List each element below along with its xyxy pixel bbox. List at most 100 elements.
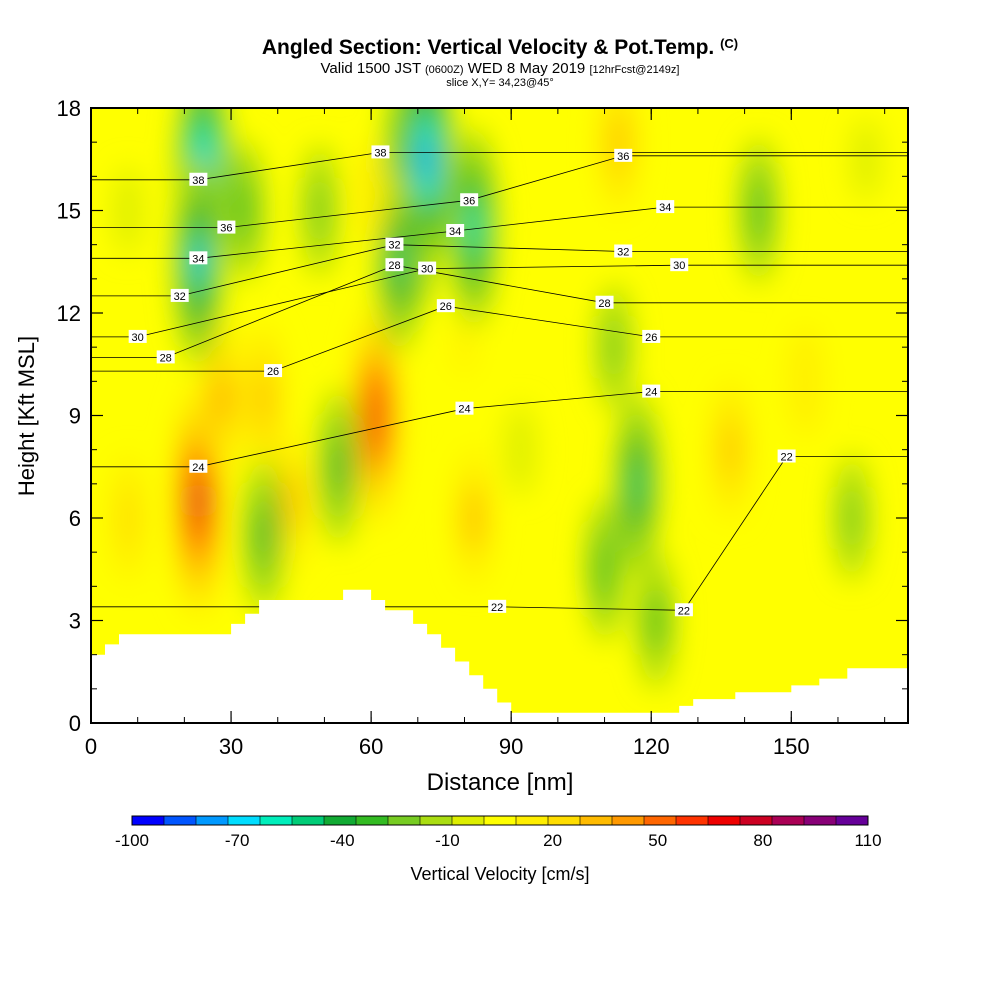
- contour-label: 32: [614, 244, 633, 259]
- colorbar-swatch: [196, 816, 229, 825]
- contour-label-box: [170, 288, 189, 302]
- contour-label: 22: [488, 599, 507, 614]
- y-tick-label: 0: [69, 711, 81, 736]
- velocity-core: [355, 142, 387, 245]
- isentrope-line: [91, 152, 908, 181]
- x-tick-label: 90: [499, 734, 523, 759]
- colorbar-swatch: [388, 816, 421, 825]
- velocity-core: [843, 486, 861, 550]
- contour-label-box: [670, 258, 689, 272]
- colorbar-tick-label: -100: [115, 831, 149, 850]
- velocity-core: [214, 371, 229, 426]
- y-tick-label: 18: [57, 96, 81, 121]
- velocity-core: [505, 403, 536, 496]
- contour-label: 28: [595, 295, 614, 310]
- contour-label-text: 26: [645, 332, 657, 344]
- contour-label-box: [642, 384, 661, 398]
- contour-label-text: 24: [192, 462, 204, 474]
- contour-label-box: [595, 295, 614, 309]
- velocity-core: [113, 166, 143, 255]
- contour-label: 36: [217, 220, 236, 235]
- y-tick-label: 3: [69, 609, 81, 634]
- contour-label-box: [189, 459, 208, 473]
- contour-label: 26: [264, 364, 283, 378]
- vertical-velocity-field: [91, 108, 908, 723]
- contour-label-box: [418, 261, 437, 275]
- colorbar-swatch: [132, 816, 165, 825]
- velocity-core: [646, 586, 666, 655]
- contour-label: 32: [170, 288, 189, 303]
- colorbar-swatch: [164, 816, 197, 825]
- contour-label: 22: [777, 449, 796, 464]
- x-tick-label: 60: [359, 734, 383, 759]
- y-tick-label: 15: [57, 199, 81, 224]
- velocity-core: [257, 373, 271, 424]
- colorbar-swatch: [644, 816, 677, 825]
- colorbar-swatch: [356, 816, 389, 825]
- contour-label-text: 32: [388, 240, 400, 252]
- contour-label-box: [385, 258, 404, 272]
- velocity-core: [257, 509, 271, 562]
- contour-label-text: 34: [449, 226, 461, 238]
- contour-label-text: 36: [220, 223, 232, 235]
- contour-label: 30: [418, 261, 437, 276]
- contour-label-text: 38: [192, 175, 204, 187]
- contour-label-box: [460, 193, 479, 207]
- velocity-core: [192, 484, 205, 518]
- velocity-core: [752, 186, 765, 235]
- colorbar-swatch: [676, 816, 709, 825]
- contour-label-text: 30: [421, 264, 433, 276]
- forecast-info: [12hrFcst@2149z]: [589, 64, 680, 76]
- contour-label-box: [436, 299, 455, 313]
- contour-label: 22: [674, 603, 693, 617]
- contour-label: 36: [460, 193, 479, 207]
- velocity-cores: [110, 108, 900, 689]
- contour-label-text: 34: [192, 253, 204, 265]
- velocity-core: [467, 207, 480, 248]
- contour-label-text: 36: [617, 151, 629, 163]
- potential-temperature-contours: 22 22 22 24 24 24 26 26 26 28 28 28 30 30 30 32 32 32 34 34…: [91, 145, 908, 617]
- contour-label-box: [385, 237, 404, 251]
- contour-label: 24: [642, 384, 661, 399]
- contour-label-text: 28: [598, 298, 610, 310]
- contour-label-text: 30: [673, 260, 685, 272]
- contour-label: 26: [642, 329, 661, 344]
- colorbar-tick-label: -10: [435, 831, 460, 850]
- colorbar-swatch: [804, 816, 837, 825]
- colorbar-swatch: [484, 816, 517, 825]
- velocity-core: [561, 198, 592, 291]
- colorbar-swatch: [452, 816, 485, 825]
- contour-label-box: [656, 200, 675, 214]
- contour-label: 32: [385, 237, 404, 252]
- contour-label-box: [371, 145, 390, 159]
- valid-utc: (0600Z): [425, 64, 464, 76]
- contour-label-text: 24: [645, 387, 657, 399]
- colorbar: -100 -70 -40 -10 20 50 80 110: [115, 815, 882, 850]
- contour-label: 24: [455, 401, 474, 416]
- contour-label-text: 28: [388, 260, 400, 272]
- velocity-core: [369, 396, 382, 435]
- contour-label-box: [217, 220, 236, 234]
- contour-label: 24: [189, 459, 208, 474]
- colorbar-swatch: [420, 816, 453, 825]
- y-tick-label: 9: [69, 404, 81, 429]
- chart-title: Angled Section: Vertical Velocity & Pot.…: [0, 36, 1000, 60]
- velocity-core: [310, 177, 329, 244]
- velocity-core: [331, 440, 346, 493]
- contour-label-text: 22: [678, 605, 690, 617]
- y-tick-label: 6: [69, 506, 81, 531]
- x-tick-label: 150: [773, 734, 810, 759]
- contour-label-box: [674, 603, 693, 617]
- x-tick-label: 30: [219, 734, 243, 759]
- colorbar-swatch: [324, 816, 357, 825]
- velocity-core: [542, 590, 573, 685]
- contour-label-box: [614, 244, 633, 258]
- contour-label-text: 36: [463, 195, 475, 207]
- chart-subtitle: Valid 1500 JST (0600Z) WED 8 May 2019 [1…: [0, 60, 1000, 77]
- colorbar-swatch: [836, 816, 869, 825]
- colorbar-tick-label: 50: [648, 831, 667, 850]
- velocity-core: [456, 317, 473, 377]
- contour-label: 38: [371, 145, 390, 159]
- colorbar-swatch: [612, 816, 645, 825]
